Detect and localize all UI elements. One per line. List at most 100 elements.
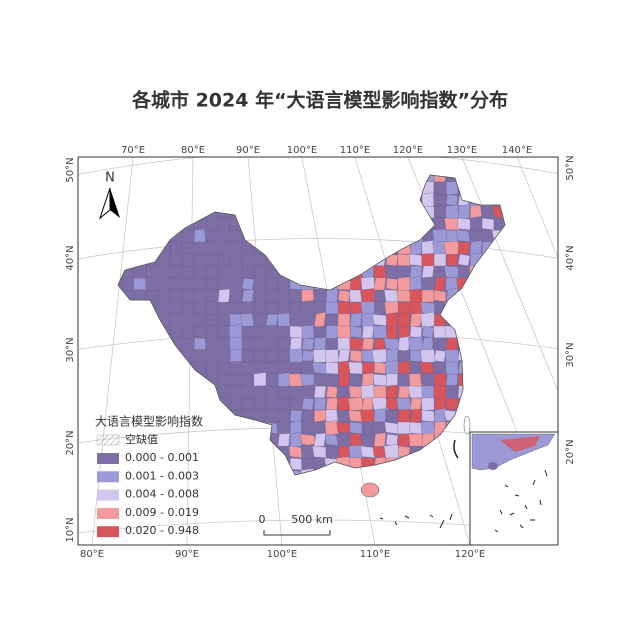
city-region bbox=[229, 251, 243, 269]
city-region bbox=[276, 409, 292, 423]
city-region bbox=[349, 325, 363, 339]
city-region bbox=[421, 325, 435, 339]
city-region bbox=[457, 265, 471, 279]
city-region bbox=[385, 324, 399, 340]
city-region bbox=[385, 360, 399, 376]
city-region bbox=[217, 288, 231, 304]
city-region bbox=[263, 397, 281, 411]
city-region bbox=[445, 193, 459, 207]
city-region bbox=[349, 277, 363, 291]
city-region bbox=[397, 373, 411, 387]
city-region bbox=[409, 288, 423, 304]
city-region bbox=[445, 373, 459, 387]
lon-label-top: 130°E bbox=[447, 145, 477, 156]
city-region bbox=[445, 337, 459, 351]
city-region bbox=[457, 217, 471, 231]
city-region bbox=[229, 397, 243, 411]
city-region bbox=[289, 325, 303, 339]
city-region bbox=[337, 445, 351, 459]
city-region bbox=[325, 397, 339, 411]
city-region bbox=[265, 301, 279, 315]
city-region bbox=[421, 409, 435, 423]
city-region bbox=[407, 385, 425, 399]
city-region bbox=[277, 361, 291, 375]
city-region bbox=[229, 336, 243, 352]
city-region bbox=[445, 361, 459, 375]
city-region bbox=[361, 337, 375, 351]
city-region bbox=[253, 372, 267, 388]
city-region bbox=[265, 313, 279, 327]
city-region bbox=[253, 265, 267, 279]
graticule-labels: 70°E 80°E 90°E 100°E 110°E 120°E 130°E 140°E 80°… bbox=[65, 145, 576, 560]
city-region bbox=[409, 325, 423, 339]
city-region bbox=[217, 241, 231, 255]
city-region bbox=[301, 337, 315, 351]
city-region bbox=[277, 397, 291, 411]
city-region bbox=[313, 311, 327, 329]
legend-label: 0.020 - 0.948 bbox=[125, 524, 199, 537]
city-region bbox=[373, 337, 387, 351]
city-region bbox=[359, 409, 377, 423]
city-region bbox=[433, 253, 447, 267]
city-region bbox=[193, 337, 207, 351]
city-region bbox=[361, 312, 375, 328]
legend-label: 0.001 - 0.003 bbox=[125, 469, 199, 482]
city-region bbox=[300, 420, 316, 436]
city-region bbox=[181, 289, 195, 303]
lon-label-top: 110°E bbox=[340, 145, 370, 156]
city-region bbox=[205, 348, 219, 364]
scale-bar: 0 500 km bbox=[259, 513, 333, 536]
city-region bbox=[408, 433, 424, 447]
city-region bbox=[373, 277, 387, 291]
city-region bbox=[301, 384, 315, 400]
city-region bbox=[289, 312, 303, 328]
city-region bbox=[372, 313, 388, 327]
city-region bbox=[239, 313, 257, 327]
city-region bbox=[263, 325, 281, 339]
city-region bbox=[325, 288, 339, 304]
city-region bbox=[325, 385, 339, 399]
taiwan bbox=[463, 415, 471, 435]
city-region bbox=[397, 301, 411, 315]
city-region bbox=[312, 300, 328, 316]
city-region bbox=[205, 289, 219, 303]
city-region bbox=[241, 361, 255, 375]
city-region bbox=[179, 277, 197, 291]
city-region bbox=[373, 384, 387, 400]
lon-label-bottom: 90°E bbox=[175, 549, 199, 560]
city-region bbox=[337, 313, 351, 327]
city-region bbox=[432, 337, 448, 351]
city-region bbox=[360, 288, 376, 304]
city-region bbox=[361, 361, 375, 375]
city-region bbox=[433, 265, 447, 279]
city-region bbox=[385, 384, 399, 400]
legend-title: 大语言模型影响指数 bbox=[95, 414, 203, 429]
city-region bbox=[433, 276, 447, 292]
city-region bbox=[205, 277, 219, 291]
city-region bbox=[253, 301, 267, 315]
city-region bbox=[385, 397, 399, 411]
city-region bbox=[468, 229, 484, 243]
city-region bbox=[263, 385, 281, 399]
city-region bbox=[313, 433, 327, 447]
city-region bbox=[241, 301, 255, 315]
city-region bbox=[396, 265, 412, 279]
city-region bbox=[265, 289, 279, 303]
city-region bbox=[217, 301, 231, 315]
city-region bbox=[265, 337, 279, 351]
city-region bbox=[396, 289, 412, 303]
city-region bbox=[217, 361, 231, 375]
city-region bbox=[121, 276, 135, 292]
city-region bbox=[493, 217, 505, 231]
city-region bbox=[325, 433, 339, 447]
city-region bbox=[444, 217, 460, 231]
scale-end: 500 km bbox=[291, 513, 333, 526]
lon-label-top: 140°E bbox=[502, 145, 532, 156]
city-region bbox=[337, 289, 351, 303]
city-region bbox=[181, 265, 195, 279]
city-region bbox=[180, 312, 196, 328]
city-region bbox=[373, 408, 387, 424]
city-region bbox=[336, 421, 352, 435]
lat-label-right: 30°N bbox=[565, 342, 576, 367]
city-region bbox=[133, 277, 147, 291]
